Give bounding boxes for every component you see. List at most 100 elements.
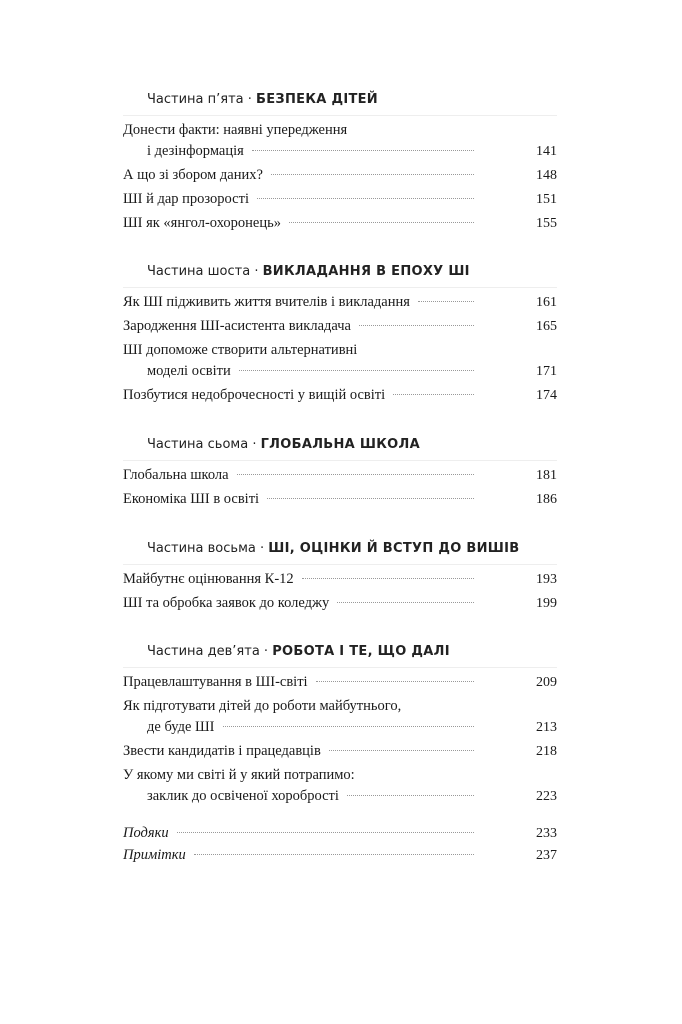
entry-title-line: Глобальна школа — [123, 467, 229, 483]
dot-leader — [288, 222, 474, 223]
entry-row: Як ШІ підживить життя вчителів і виклада… — [123, 292, 557, 313]
entry-title-line: де буде ШІ — [147, 719, 215, 735]
page-number: 186 — [536, 492, 557, 507]
dot-leader — [222, 726, 474, 727]
entry-row: Позбутися недоброчесності у вищій освіті… — [123, 385, 557, 406]
entry-row: і дезінформація 141 — [123, 141, 557, 162]
toc-entry[interactable]: Подяки 233 — [123, 823, 557, 844]
toc-entry[interactable]: Позбутися недоброчесності у вищій освіті… — [123, 385, 557, 406]
dot-leader — [238, 370, 474, 371]
entry-title-line: заклик до освіченої хоробрості — [147, 788, 339, 804]
toc-entry[interactable]: У якому ми світі й у який потрапимо: закл… — [123, 765, 557, 807]
toc-entry[interactable]: Зародження ШІ-асистента викладача 165 — [123, 316, 557, 337]
entry-row: Подяки 233 — [123, 823, 557, 844]
entry-title-line: ШІ та обробка заявок до коледжу — [123, 595, 330, 611]
part-title: ГЛОБАЛЬНА ШКОЛА — [260, 437, 420, 452]
part-heading: Частина дев’ята · РОБОТА І ТЕ, ЩО ДАЛІ — [123, 642, 557, 668]
page-number: 151 — [536, 192, 557, 207]
entry-row: Економіка ШІ в освіті 186 — [123, 489, 557, 510]
entry-row: Примітки 237 — [123, 845, 557, 866]
entry-title-line: Подяки — [123, 825, 169, 841]
entry-title-line: ШІ допоможе створити альтернативні — [123, 342, 358, 358]
page-number: 209 — [536, 675, 557, 690]
dot-leader — [236, 474, 474, 475]
entry-title-line: Зародження ШІ-асистента викладача — [123, 318, 351, 334]
entry-title-line: Донести факти: наявні упередження — [123, 122, 348, 138]
part-label: Частина шоста · — [147, 264, 259, 279]
entry-title-line: Звести кандидатів і працедавців — [123, 743, 321, 759]
page-number: 174 — [536, 388, 557, 403]
page-number: 165 — [536, 319, 557, 334]
page-number: 141 — [536, 144, 557, 159]
page-number: 233 — [536, 826, 557, 841]
part-heading: Частина шоста · ВИКЛАДАННЯ В ЕПОХУ ШІ — [123, 262, 557, 288]
toc-entry[interactable]: ШІ та обробка заявок до коледжу 199 — [123, 593, 557, 614]
entry-row: де буде ШІ 213 — [123, 717, 557, 738]
toc-part: Частина п’ята · БЕЗПЕКА ДІТЕЙ Донести фак… — [123, 90, 557, 237]
toc-entry[interactable]: Звести кандидатів і працедавців 218 — [123, 741, 557, 762]
part-label: Частина п’ята · — [147, 92, 252, 107]
dot-leader — [301, 578, 474, 579]
dot-leader — [337, 602, 474, 603]
dot-leader — [267, 498, 474, 499]
part-title: БЕЗПЕКА ДІТЕЙ — [256, 92, 378, 107]
part-label: Частина восьма · — [147, 541, 265, 556]
entry-row: ШІ та обробка заявок до коледжу 199 — [123, 593, 557, 614]
toc-entry[interactable]: Примітки 237 — [123, 845, 557, 866]
page-number: 161 — [536, 295, 557, 310]
page-number: 218 — [536, 744, 557, 759]
entry-row: Працевлаштування в ШІ-світі 209 — [123, 672, 557, 693]
entry-title-line: моделі освіти — [147, 363, 231, 379]
entry-title-line: і дезінформація — [147, 143, 244, 159]
page-number: 148 — [536, 168, 557, 183]
entry-title-line: Майбутнє оцінювання К-12 — [123, 571, 294, 587]
page-number: 237 — [536, 848, 557, 863]
toc-entry[interactable]: Економіка ШІ в освіті 186 — [123, 489, 557, 510]
dot-leader — [393, 394, 474, 395]
entry-row: Майбутнє оцінювання К-12 193 — [123, 569, 557, 590]
dot-leader — [193, 854, 474, 855]
page-number: 213 — [536, 720, 557, 735]
toc-part: Частина дев’ята · РОБОТА І ТЕ, ЩО ДАЛІ Пр… — [123, 642, 557, 810]
dot-leader — [270, 174, 474, 175]
entry-title-line: Примітки — [123, 847, 186, 863]
entry-row: заклик до освіченої хоробрості 223 — [123, 786, 557, 807]
dot-leader — [346, 795, 474, 796]
toc-entry[interactable]: ШІ допоможе створити альтернативні моделі… — [123, 340, 557, 382]
entry-title-line: У якому ми світі й у який потрапимо: — [123, 767, 355, 783]
part-heading: Частина сьома · ГЛОБАЛЬНА ШКОЛА — [123, 435, 557, 461]
entry-title-line: ШІ й дар прозорості — [123, 191, 249, 207]
entry-title-line: Як ШІ підживить життя вчителів і виклада… — [123, 294, 410, 310]
toc-entry[interactable]: ШІ як «янгол-охоронець» 155 — [123, 213, 557, 234]
toc-entry[interactable]: Донести факти: наявні упередження і дезін… — [123, 120, 557, 162]
dot-leader — [417, 301, 474, 302]
part-title: ВИКЛАДАННЯ В ЕПОХУ ШІ — [262, 264, 470, 279]
part-title: ШІ, ОЦІНКИ Й ВСТУП ДО ВИШІВ — [268, 541, 520, 556]
toc-entry[interactable]: ШІ й дар прозорості 151 — [123, 189, 557, 210]
part-label: Частина дев’ята · — [147, 644, 269, 659]
toc-entry[interactable]: Як ШІ підживить життя вчителів і виклада… — [123, 292, 557, 313]
entry-row: Звести кандидатів і працедавців 218 — [123, 741, 557, 762]
entry-title-line: Як підготувати дітей до роботи майбутньо… — [123, 698, 402, 714]
toc-entry[interactable]: Глобальна школа 181 — [123, 465, 557, 486]
entry-row: Зародження ШІ-асистента викладача 165 — [123, 316, 557, 337]
entry-title-line: А що зі збором даних? — [123, 167, 263, 183]
dot-leader — [256, 198, 474, 199]
entry-row: ШІ й дар прозорості 151 — [123, 189, 557, 210]
dot-leader — [251, 150, 474, 151]
page-number: 181 — [536, 468, 557, 483]
entry-row: моделі освіти 171 — [123, 361, 557, 382]
toc-entry[interactable]: Як підготувати дітей до роботи майбутньо… — [123, 696, 557, 738]
toc-entry[interactable]: Працевлаштування в ШІ-світі 209 — [123, 672, 557, 693]
back-matter: Подяки 233 Примітки 237 — [123, 823, 557, 867]
dot-leader — [328, 750, 474, 751]
toc-part: Частина шоста · ВИКЛАДАННЯ В ЕПОХУ ШІ Як … — [123, 262, 557, 409]
page-number: 155 — [536, 216, 557, 231]
entry-title-line: Економіка ШІ в освіті — [123, 491, 260, 507]
toc-entry[interactable]: А що зі збором даних? 148 — [123, 165, 557, 186]
page-number: 223 — [536, 789, 557, 804]
entry-row: Глобальна школа 181 — [123, 465, 557, 486]
part-heading: Частина п’ята · БЕЗПЕКА ДІТЕЙ — [123, 90, 557, 116]
part-title: РОБОТА І ТЕ, ЩО ДАЛІ — [272, 644, 450, 659]
toc-entry[interactable]: Майбутнє оцінювання К-12 193 — [123, 569, 557, 590]
